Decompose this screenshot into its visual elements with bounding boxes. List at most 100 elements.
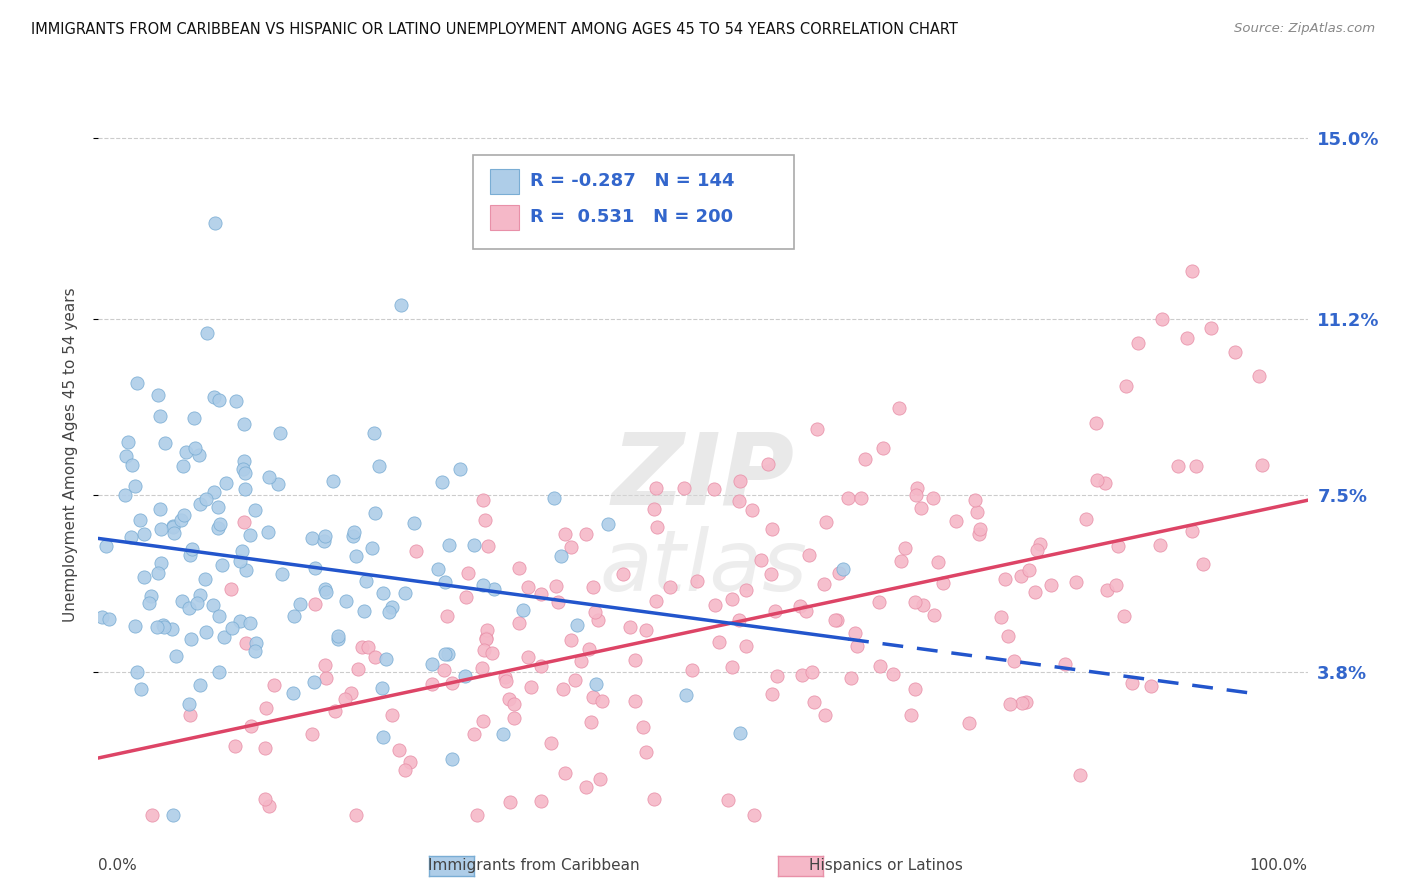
- Point: [314, 582, 336, 596]
- Point: [586, 614, 609, 628]
- Point: [301, 531, 323, 545]
- Point: [177, 601, 200, 615]
- Point: [162, 519, 184, 533]
- Point: [721, 660, 744, 674]
- Y-axis label: Unemployment Among Ages 45 to 54 years: Unemployment Among Ages 45 to 54 years: [63, 287, 77, 623]
- Point: [314, 534, 336, 549]
- Point: [543, 491, 565, 505]
- Point: [433, 664, 456, 678]
- Point: [845, 639, 868, 653]
- Point: [792, 668, 814, 682]
- Point: [402, 516, 425, 531]
- Point: [575, 526, 598, 541]
- Point: [344, 808, 367, 822]
- Point: [456, 590, 478, 604]
- Point: [922, 607, 945, 622]
- Point: [208, 392, 231, 407]
- Point: [170, 513, 193, 527]
- Text: 100.0%: 100.0%: [1250, 858, 1308, 873]
- Point: [853, 452, 876, 467]
- Point: [314, 658, 336, 673]
- Point: [1024, 584, 1046, 599]
- Point: [1094, 475, 1116, 490]
- Point: [827, 566, 849, 581]
- Point: [177, 697, 200, 711]
- Point: [623, 653, 645, 667]
- Point: [554, 526, 576, 541]
- Point: [449, 462, 471, 476]
- Point: [922, 491, 945, 505]
- Point: [301, 727, 323, 741]
- Point: [474, 513, 496, 527]
- Point: [1181, 524, 1204, 538]
- Point: [765, 669, 787, 683]
- Point: [232, 417, 254, 431]
- Text: Hispanics or Latinos: Hispanics or Latinos: [808, 858, 963, 872]
- Point: [436, 647, 458, 661]
- Point: [283, 686, 305, 700]
- Text: R = -0.287   N = 144: R = -0.287 N = 144: [530, 172, 734, 190]
- Point: [686, 574, 709, 588]
- Point: [582, 690, 605, 704]
- Point: [208, 665, 231, 679]
- Point: [749, 553, 772, 567]
- Point: [1121, 676, 1143, 690]
- Point: [323, 704, 346, 718]
- Point: [1104, 577, 1126, 591]
- Point: [644, 481, 666, 495]
- Point: [634, 623, 657, 637]
- Point: [806, 422, 828, 436]
- Point: [508, 561, 530, 575]
- Point: [475, 624, 498, 638]
- Point: [1249, 369, 1271, 384]
- Point: [717, 793, 740, 807]
- Point: [741, 503, 763, 517]
- Point: [326, 632, 349, 646]
- Point: [530, 658, 553, 673]
- Point: [645, 593, 668, 607]
- Point: [1175, 331, 1198, 345]
- Point: [235, 636, 257, 650]
- Point: [1152, 312, 1174, 326]
- Point: [1018, 563, 1040, 577]
- Point: [405, 543, 427, 558]
- Point: [815, 516, 838, 530]
- Point: [814, 707, 837, 722]
- Point: [789, 599, 811, 613]
- Point: [844, 626, 866, 640]
- Point: [966, 505, 988, 519]
- Point: [364, 649, 387, 664]
- Point: [512, 603, 534, 617]
- Point: [517, 650, 540, 665]
- Point: [591, 694, 613, 708]
- Point: [839, 671, 862, 685]
- Point: [463, 727, 485, 741]
- Point: [581, 580, 603, 594]
- Point: [761, 522, 783, 536]
- Point: [120, 530, 142, 544]
- Point: [1185, 458, 1208, 473]
- Point: [240, 719, 263, 733]
- Text: atlas: atlas: [599, 525, 807, 609]
- Point: [554, 766, 576, 780]
- Point: [530, 793, 553, 807]
- Point: [900, 708, 922, 723]
- Point: [585, 677, 607, 691]
- Point: [188, 588, 211, 602]
- Point: [221, 621, 243, 635]
- Point: [905, 481, 928, 495]
- Point: [148, 502, 170, 516]
- Point: [681, 663, 703, 677]
- Point: [1095, 582, 1118, 597]
- Point: [91, 609, 114, 624]
- Point: [463, 538, 485, 552]
- Point: [235, 563, 257, 577]
- Point: [257, 470, 280, 484]
- Point: [342, 528, 364, 542]
- Point: [831, 562, 853, 576]
- Point: [339, 686, 361, 700]
- Point: [484, 582, 506, 596]
- Point: [634, 745, 657, 759]
- Point: [742, 808, 765, 822]
- Point: [194, 624, 217, 639]
